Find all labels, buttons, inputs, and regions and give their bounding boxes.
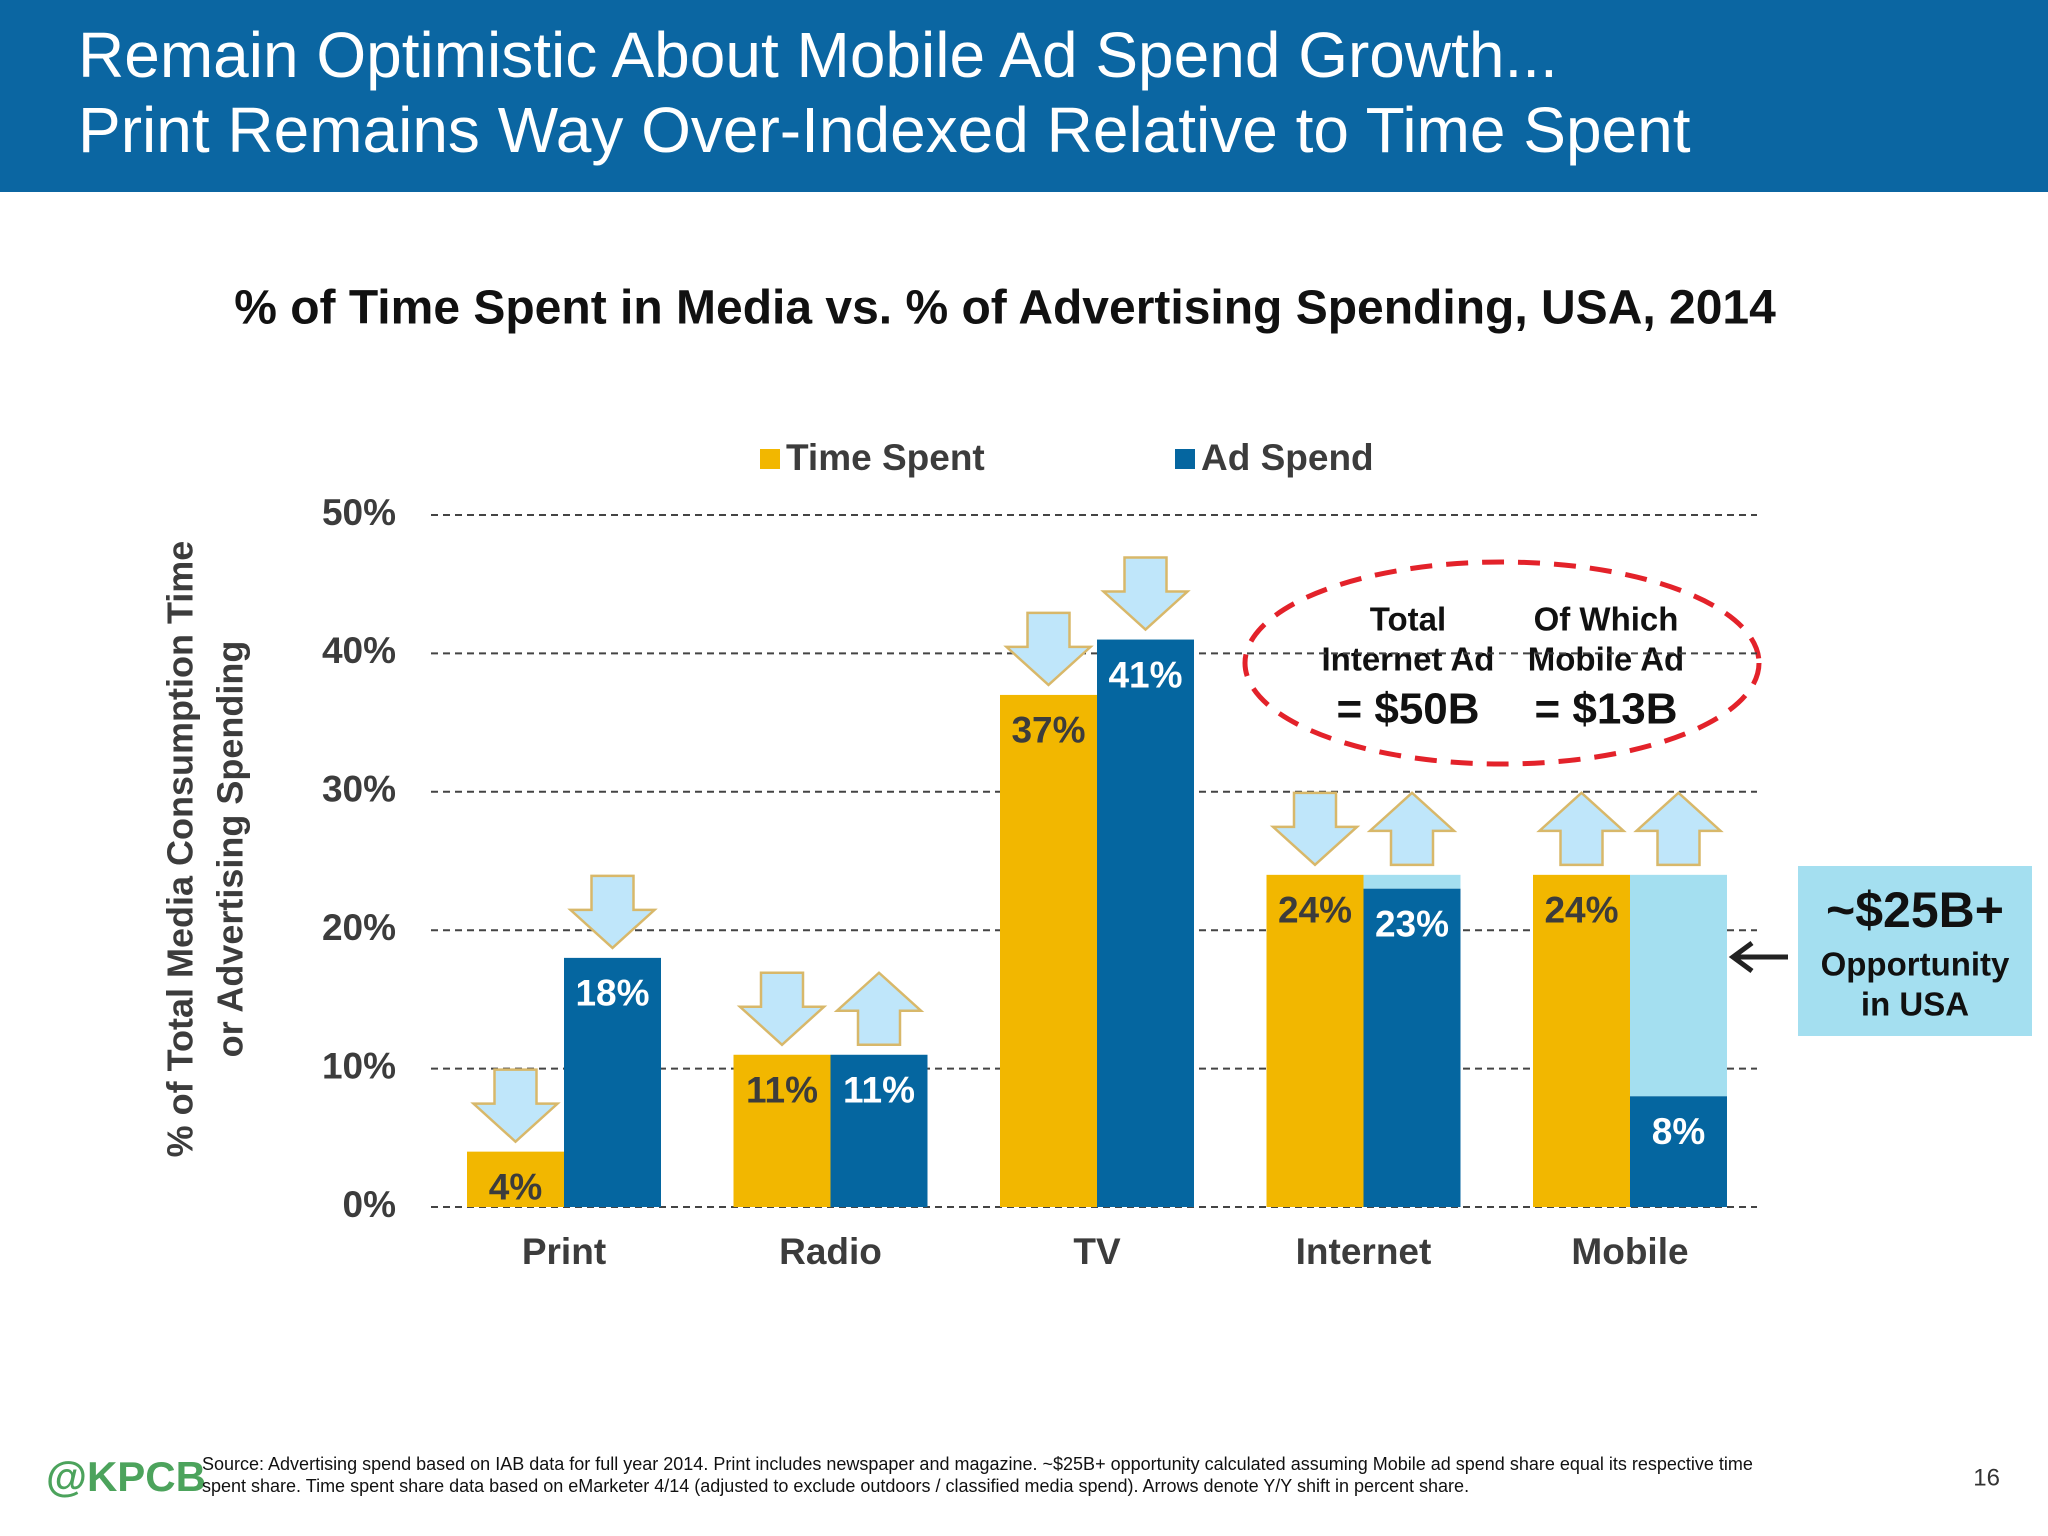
- legend-label: Time Spent: [786, 437, 985, 478]
- brand: @KPCB: [46, 1453, 206, 1500]
- annotation-amount: = $50B: [1336, 685, 1479, 734]
- shift-arrow: [1536, 791, 1627, 867]
- bar: [1363, 888, 1461, 1207]
- annotation: Internet Ad: [1322, 641, 1495, 678]
- y-tick-label: 20%: [322, 907, 396, 948]
- bar: [1266, 874, 1364, 1207]
- x-tick-label: Mobile: [1571, 1231, 1688, 1272]
- opportunity-box: [1798, 866, 2032, 1036]
- value-label: 11%: [843, 1070, 915, 1111]
- bar: [467, 1151, 564, 1207]
- callout-ellipse: [1242, 559, 1762, 767]
- value-label: 37%: [1011, 710, 1085, 751]
- y-tick-label: 0%: [343, 1184, 396, 1225]
- y-axis-title: % of Total Media Consumption Time or Adv…: [160, 541, 251, 1158]
- annotation-amount: = $13B: [1534, 685, 1677, 734]
- pointer-arrow: [1728, 940, 1788, 974]
- annotation: Of Which: [1534, 601, 1679, 638]
- bar: [1097, 639, 1194, 1207]
- page-number: 16: [1973, 1464, 2000, 1491]
- value-label: 11%: [746, 1070, 818, 1111]
- header-band: [0, 0, 2048, 192]
- bar: [1000, 694, 1097, 1207]
- value-label: 4%: [489, 1166, 542, 1207]
- shift-arrow: [736, 971, 828, 1047]
- value-label: 24%: [1278, 890, 1352, 931]
- opportunity-text: in USA: [1861, 986, 1969, 1023]
- header-title: Remain Optimistic About Mobile Ad Spend …: [78, 19, 1558, 91]
- source: Source: Advertising spend based on IAB d…: [202, 1454, 1753, 1474]
- shift-arrow: [1269, 791, 1361, 867]
- bar: [830, 1054, 928, 1207]
- bar: [1630, 1096, 1727, 1207]
- y-tick-label: 10%: [322, 1045, 396, 1086]
- shift-arrow: [1100, 556, 1191, 632]
- shift-arrow: [567, 874, 658, 950]
- value-label: 24%: [1544, 890, 1618, 931]
- value-label: 41%: [1108, 654, 1182, 695]
- y-axis-title-line: % of Total Media Consumption Time: [160, 541, 201, 1158]
- opportunity-text: Opportunity: [1821, 946, 2010, 983]
- source: spent share. Time spent share data based…: [202, 1476, 1469, 1496]
- x-tick-label: Radio: [779, 1231, 882, 1272]
- shift-arrow: [1003, 611, 1094, 687]
- y-tick-label: 40%: [322, 630, 396, 671]
- shift-arrow: [1633, 791, 1724, 867]
- value-label: 23%: [1375, 903, 1449, 944]
- annotation: Total: [1370, 601, 1446, 638]
- shift-arrow: [1366, 791, 1458, 867]
- gap-bar: [1363, 874, 1461, 889]
- bar: [733, 1054, 831, 1207]
- gap-bar: [1630, 874, 1727, 1097]
- annotation: Mobile Ad: [1528, 641, 1684, 678]
- value-label: 18%: [575, 973, 649, 1014]
- x-tick-label: Print: [522, 1231, 606, 1272]
- bar: [564, 957, 661, 1207]
- value-label: 8%: [1652, 1111, 1705, 1152]
- x-tick-label: Internet: [1296, 1231, 1432, 1272]
- y-axis-title-line: or Advertising Spending: [210, 641, 251, 1058]
- shift-arrow: [470, 1068, 561, 1144]
- header-title: Print Remains Way Over-Indexed Relative …: [78, 94, 1691, 166]
- legend-label: Ad Spend: [1201, 437, 1374, 478]
- legend-swatch: [760, 449, 780, 469]
- chart-title: % of Time Spent in Media vs. % of Advert…: [234, 282, 1776, 335]
- legend-swatch: [1175, 449, 1195, 469]
- y-tick-label: 50%: [322, 492, 396, 533]
- x-tick-label: TV: [1073, 1231, 1121, 1272]
- bar: [1533, 874, 1630, 1207]
- opportunity-amount: ~$25B+: [1826, 882, 2004, 938]
- shift-arrow: [833, 971, 925, 1047]
- y-tick-label: 30%: [322, 769, 396, 810]
